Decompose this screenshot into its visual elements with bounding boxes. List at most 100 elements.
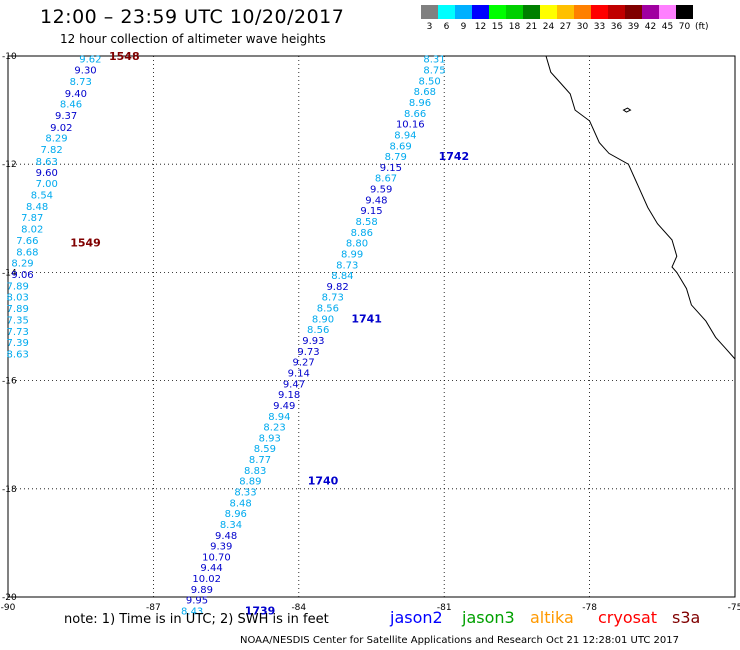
wave-height-value: 8.96 [225,509,247,520]
wave-height-value: 9.40 [65,89,87,100]
color-scale-label: 18 [508,22,521,32]
wave-height-value: 8.86 [351,228,373,239]
wave-height-value: 8.66 [404,109,426,120]
wave-height-value: 9.44 [200,563,222,574]
wave-height-value: 9.60 [36,168,58,179]
wave-height-value: 8.46 [60,100,82,111]
coastline-path [545,55,736,360]
lat-tick-label: -18 [2,485,17,495]
lat-tick-label: -14 [2,268,17,278]
wave-height-value: 9.02 [50,123,72,134]
legend-cryosat: cryosat [598,608,658,627]
wave-height-value: 9.82 [326,282,348,293]
color-scale-label: 3 [426,22,433,32]
color-swatch [574,5,591,19]
wave-height-value: 8.90 [312,314,334,325]
wave-height-value: 8.89 [239,477,261,488]
wave-height-value: 8.99 [341,249,363,260]
wave-height-labels: 9.629.308.739.408.469.379.028.297.828.63… [7,50,470,618]
color-scale-label: 24 [542,22,555,32]
wave-height-value: 7.73 [7,327,29,338]
color-swatch [506,5,523,19]
color-swatch [557,5,574,19]
color-swatch [455,5,472,19]
wave-height-value: 9.47 [283,379,305,390]
color-swatch [438,5,455,19]
pass-time-label: 1548 [109,50,140,63]
island-outline [622,107,632,113]
wave-height-value: 8.63 [36,157,58,168]
wave-height-value: 8.48 [230,498,252,509]
wave-height-value: 8.80 [346,239,368,250]
wave-height-value: 8.77 [249,455,271,466]
wave-height-value: 8.83 [244,466,266,477]
wave-height-value: 8.96 [409,98,431,109]
wave-height-value: 9.49 [273,401,295,412]
wave-height-value: 9.15 [360,206,382,217]
wave-height-value: 8.02 [21,225,43,236]
lat-tick-label: -20 [2,593,17,603]
wave-height-value: 7.00 [36,179,58,190]
wave-height-value: 8.75 [423,66,445,77]
wave-height-value: 7.82 [40,145,62,156]
lat-tick-label: -12 [2,160,17,170]
color-scale-label: 42 [644,22,657,32]
lat-tick-label: -16 [2,377,17,387]
color-swatch [421,5,438,19]
wave-height-value: 9.93 [302,336,324,347]
wave-height-value: 10.70 [202,552,231,563]
pass-time-label: 1549 [70,237,101,250]
wave-height-value: 9.15 [380,163,402,174]
wave-height-value: 9.59 [370,185,392,196]
color-swatch [489,5,506,19]
color-scale-label: 27 [559,22,572,32]
lon-tick-label: -78 [582,603,597,613]
wave-height-value: 8.68 [414,87,436,98]
lon-tick-label: -84 [291,603,306,613]
map-subtitle: 12 hour collection of altimeter wave hei… [60,32,326,46]
color-swatch [659,5,676,19]
wave-height-value: 8.63 [7,350,29,361]
wave-height-value: 8.84 [331,271,353,282]
legend-jason3: jason3 [462,608,515,627]
wave-height-value: 9.06 [11,270,33,281]
lat-tick-label: -10 [2,52,17,62]
wave-height-value: 8.48 [26,202,48,213]
wave-height-value: 7.89 [7,281,29,292]
wave-height-value: 9.14 [288,368,310,379]
wave-height-value: 9.62 [79,55,101,66]
coastline [545,55,736,360]
wave-height-value: 9.30 [74,66,96,77]
color-swatch [625,5,642,19]
wave-height-value: 9.37 [55,111,77,122]
color-scale-label: 45 [661,22,674,32]
wave-height-value: 8.34 [220,520,242,531]
wave-height-value: 9.18 [278,390,300,401]
wave-height-value: 10.16 [396,120,425,131]
lon-tick-label: -90 [1,603,16,613]
wave-height-value: 8.79 [385,152,407,163]
pass-time-label: 1741 [351,312,382,325]
color-swatch [642,5,659,19]
map-frame [7,55,736,598]
footer-credit: NOAA/NESDIS Center for Satellite Applica… [240,635,679,646]
wave-height-value: 8.50 [419,76,441,87]
color-swatch [591,5,608,19]
wave-height-value: 8.94 [394,130,416,141]
color-swatch [540,5,557,19]
color-scale-label: 70 [678,22,691,32]
color-swatch [676,5,693,19]
color-scale-label: 30 [576,22,589,32]
wave-height-value: 7.66 [16,236,38,247]
wave-height-value: 7.87 [21,213,43,224]
wave-height-value: 8.54 [31,190,53,201]
color-swatch [608,5,625,19]
axis-ticks: -90 -87 -84 -81 -78 -75 -10 -12 -14 -16 -18 -20 [1,52,740,613]
color-swatch [523,5,540,19]
wave-height-value: 9.27 [293,358,315,369]
pass-time-label: 1739 [245,605,276,618]
wave-height-value: 8.68 [16,247,38,258]
wave-height-value: 7.35 [7,315,29,326]
wave-height-value: 8.43 [181,607,203,618]
color-scale-label: 36 [610,22,623,32]
